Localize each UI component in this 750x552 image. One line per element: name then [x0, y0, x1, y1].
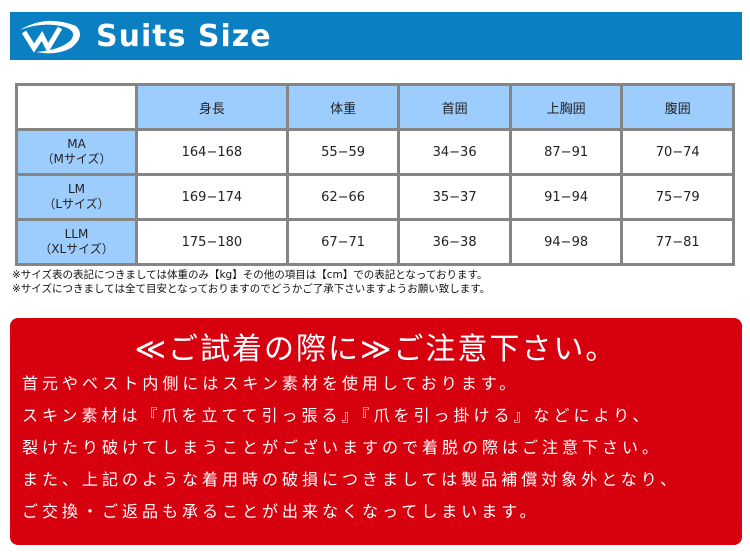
size-notes: ※サイズ表の表記につきましては体重のみ【kg】その他の項目は【cm】での表記とな…	[12, 268, 490, 296]
column-header: 体重	[285, 83, 401, 131]
column-header: 上胸囲	[508, 83, 624, 131]
column-header: 首囲	[397, 83, 512, 131]
table-cell: 34−36	[397, 128, 512, 176]
table-cell: 67−71	[285, 218, 401, 266]
empty-corner-cell	[15, 83, 138, 131]
table-cell: 175−180	[135, 218, 289, 266]
size-label: （Mサイズ）	[41, 152, 112, 166]
size-code: LM	[67, 182, 86, 196]
table-cell: 87−91	[508, 128, 624, 176]
table-row: LM （Lサイズ） 169−174 62−66 35−37 91−94 75−79	[15, 173, 735, 221]
table-cell: 169−174	[135, 173, 289, 221]
table-cell: 70−74	[620, 128, 735, 176]
table-cell: 62−66	[285, 173, 401, 221]
page-title: Suits Size	[96, 18, 272, 54]
caution-line: 裂けたり破けてしまうことがございますので着脱の際はご注意下さい。	[22, 438, 663, 457]
caution-line: スキン素材は『爪を立てて引っ張る』『爪を引っ掛ける』などにより、	[22, 406, 653, 425]
table-cell: 36−38	[397, 218, 512, 266]
table-cell: 35−37	[397, 173, 512, 221]
size-label: （Lサイズ）	[43, 197, 110, 211]
caution-title: ≪ご試着の際に≫ご注意下さい。	[134, 332, 618, 367]
table-cell: 75−79	[620, 173, 735, 221]
size-table: 身長 体重 首囲 上胸囲 腹囲 MA （Mサイズ） 164−168 55−59 3…	[15, 83, 735, 266]
row-header: LLM （XLサイズ）	[15, 218, 138, 266]
column-header: 腹囲	[620, 83, 735, 131]
table-cell: 55−59	[285, 128, 401, 176]
table-row: LLM （XLサイズ） 175−180 67−71 36−38 94−98 77−…	[15, 218, 735, 266]
table-cell: 164−168	[135, 128, 289, 176]
caution-line: また、上記のような着用時の破損につきましては製品補償対象外となり、	[22, 470, 681, 489]
note-line: ※サイズにつきましては全て目安となっておりますのでどうかご了承下さいますようお願…	[12, 283, 491, 295]
table-header-row: 身長 体重 首囲 上胸囲 腹囲	[15, 83, 735, 131]
table-row: MA （Mサイズ） 164−168 55−59 34−36 87−91 70−74	[15, 128, 735, 176]
table-cell: 94−98	[508, 218, 624, 266]
table-cell: 91−94	[508, 173, 624, 221]
size-code: LLM	[64, 227, 89, 241]
row-header: LM （Lサイズ）	[15, 173, 138, 221]
row-header: MA （Mサイズ）	[15, 128, 138, 176]
logo-icon	[20, 20, 80, 54]
header-banner: Suits Size	[10, 12, 742, 60]
size-label: （XLサイズ）	[39, 242, 114, 256]
caution-line: ご交換・ご返品も承ることが出来なくなってしまいます。	[22, 502, 540, 521]
note-line: ※サイズ表の表記につきましては体重のみ【kg】その他の項目は【cm】での表記とな…	[12, 269, 488, 281]
caution-line: 首元やベスト内側にはスキン素材を使用しております。	[22, 374, 520, 393]
table-cell: 77−81	[620, 218, 735, 266]
size-code: MA	[67, 137, 86, 151]
caution-box: ≪ご試着の際に≫ご注意下さい。 首元やベスト内側にはスキン素材を使用しております…	[10, 318, 742, 545]
column-header: 身長	[135, 83, 289, 131]
